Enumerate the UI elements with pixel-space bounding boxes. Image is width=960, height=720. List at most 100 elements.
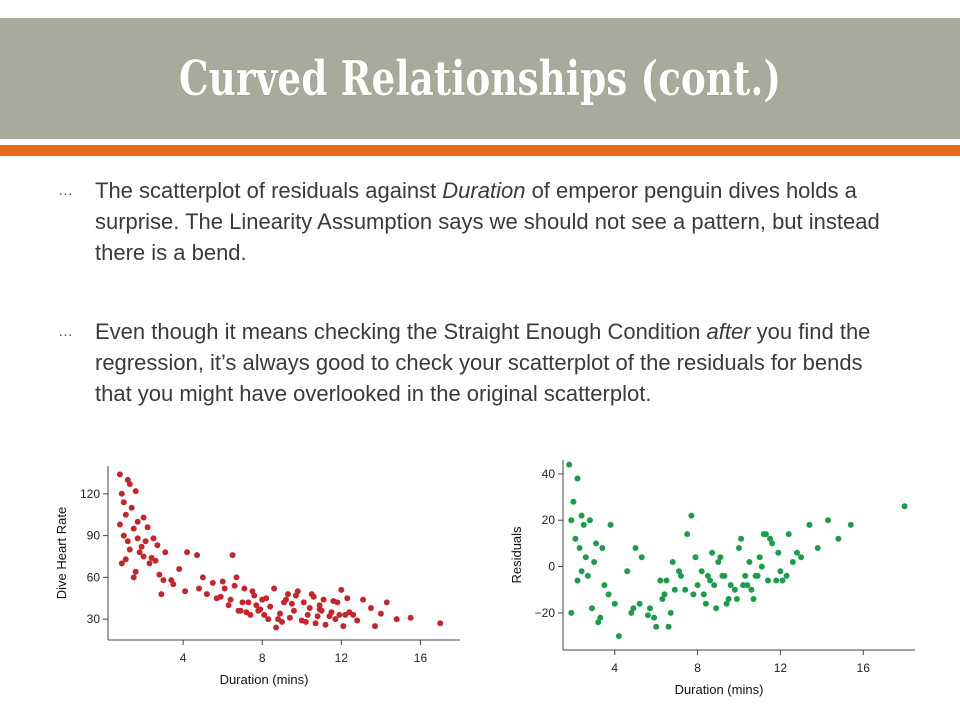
bullet-text-part: Even though it means checking the Straig… [95, 319, 707, 344]
scatter-point [122, 556, 129, 563]
scatter-point [275, 616, 282, 623]
scatter-point [243, 609, 250, 616]
scatter-point [727, 582, 734, 589]
scatter-point [584, 572, 591, 579]
scatter-point [122, 511, 129, 518]
scatter-point [336, 611, 343, 618]
scatter-point [667, 609, 674, 616]
scatter-point [118, 560, 125, 567]
scatter-point [595, 619, 602, 626]
scatter-point [568, 609, 575, 616]
bullet-text-part: you find the regression, it’s always goo… [95, 319, 871, 406]
scatter-point [338, 586, 345, 593]
scatter-point [156, 571, 163, 578]
scatter-point [281, 599, 287, 606]
scatter-point [292, 592, 299, 599]
bullet-marker-icon: … [58, 323, 73, 340]
y-tick-label: 30 [87, 612, 101, 626]
scatter-point [688, 512, 695, 519]
scatter-point [659, 596, 666, 602]
scatter-point [300, 599, 307, 606]
scatter-point [676, 568, 682, 575]
scatter-point [636, 600, 643, 607]
scatter-point [304, 611, 311, 618]
scatter-point [825, 517, 831, 524]
y-tick-label: 0 [548, 560, 555, 574]
scatter-point [611, 600, 618, 607]
scatter-point [245, 599, 252, 606]
scatter-point [742, 572, 749, 579]
x-tick-label: 8 [694, 661, 701, 675]
scatter-point [777, 568, 784, 575]
scatter-point [760, 531, 767, 538]
scatter-point [789, 559, 796, 565]
scatter-point [308, 591, 315, 598]
scatter-point [582, 554, 589, 561]
scatter-point [231, 582, 238, 589]
scatter-point [277, 610, 283, 617]
x-axis-label: Duration (mins) [220, 672, 309, 687]
scatter-point [713, 605, 720, 612]
heart-rate-scatterplot: 4 8 12 16 30 60 90 120 Duration (mins) Dive Heart… [54, 466, 460, 687]
scatter-point [663, 577, 670, 584]
scatter-point [184, 549, 191, 556]
scatter-point [116, 521, 123, 528]
scatter-point [671, 586, 678, 593]
y-tick-label: 90 [87, 529, 101, 543]
slide-title: Curved Relationships (cont.) [178, 50, 782, 107]
scatter-point [717, 554, 724, 561]
scatter-point [638, 554, 645, 561]
scatter-point [570, 498, 577, 505]
scatter-point [306, 605, 313, 611]
scatter-point [593, 540, 600, 547]
scatter-point [342, 611, 349, 618]
scatter-point [901, 503, 908, 510]
scatter-point [221, 585, 228, 592]
scatter-point [314, 613, 321, 620]
scatter-point [769, 540, 776, 547]
scatter-point [607, 521, 614, 528]
bullet-point: … The scatterplot of residuals against D… [58, 175, 918, 275]
scatter-point [138, 543, 145, 550]
scatter-point [332, 616, 339, 623]
bullet-text: The scatterplot of residuals against Dur… [95, 175, 895, 268]
scatter-point [116, 471, 123, 478]
scatter-point [580, 521, 587, 528]
scatter-point [798, 554, 805, 561]
scatter-point [136, 549, 143, 556]
scatter-point [684, 531, 691, 538]
scatter-point [241, 585, 248, 592]
scatter-point [199, 574, 206, 581]
scatter-point [572, 535, 579, 542]
scatter-point [271, 585, 278, 592]
scatter-point [692, 554, 699, 561]
scatter-point [586, 517, 593, 524]
scatter-point [182, 588, 189, 595]
y-axis-label: Dive Heart Rate [54, 507, 69, 599]
scatter-point [700, 591, 707, 598]
x-tick-label: 12 [774, 661, 788, 675]
scatter-point [651, 614, 658, 621]
scatter-point [678, 572, 684, 579]
scatter-point [628, 609, 635, 616]
bullet-text: Even though it means checking the Straig… [95, 316, 895, 409]
scatter-point [285, 591, 291, 598]
scatter-point [253, 602, 260, 609]
scatter-point [372, 623, 378, 630]
bullet-marker-icon: … [58, 182, 73, 199]
scatter-point [219, 578, 226, 585]
x-tick-label: 16 [857, 661, 871, 675]
scatter-point [377, 610, 384, 617]
scatter-point [665, 623, 672, 630]
scatter-point [574, 475, 581, 482]
scatter-point [128, 504, 135, 511]
scatter-point [170, 581, 177, 588]
scatter-point [748, 586, 755, 593]
scatter-point [702, 600, 709, 607]
accent-rule [0, 145, 960, 156]
y-tick-label: 60 [87, 570, 101, 584]
y-tick-label: 120 [80, 487, 100, 501]
scatter-point [350, 611, 357, 618]
scatter-point [140, 553, 147, 560]
scatter-point [574, 577, 581, 584]
